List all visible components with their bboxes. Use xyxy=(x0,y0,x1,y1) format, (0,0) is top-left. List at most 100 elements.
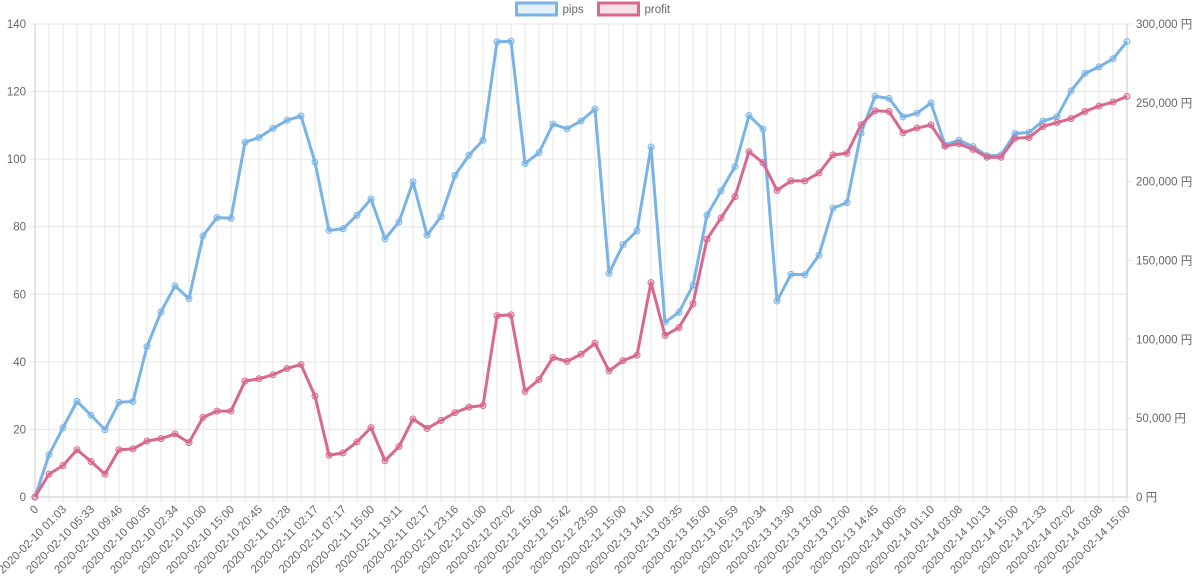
data-point-pips xyxy=(815,251,823,259)
data-point-profit xyxy=(549,353,557,361)
grid-lines xyxy=(30,23,1132,502)
data-point-profit xyxy=(241,377,249,385)
data-point-pips xyxy=(451,171,459,179)
data-point-profit xyxy=(115,446,123,454)
right-axis-tick-label: 200,000 円 xyxy=(1136,177,1192,189)
data-point-pips xyxy=(381,235,389,243)
data-point-profit xyxy=(563,357,571,365)
legend-label-profit[interactable]: profit xyxy=(645,4,671,16)
data-point-profit xyxy=(1109,98,1117,106)
data-point-pips xyxy=(549,120,557,128)
left-axis-tick-label: 80 xyxy=(13,222,26,234)
data-point-pips xyxy=(759,125,767,133)
data-point-profit xyxy=(423,424,431,432)
left-axis-tick-label: 40 xyxy=(13,357,26,369)
series-group xyxy=(31,37,1131,501)
data-point-profit xyxy=(73,446,81,454)
data-point-profit xyxy=(717,214,725,222)
data-point-pips xyxy=(409,178,417,186)
data-point-pips xyxy=(269,124,277,132)
data-point-profit xyxy=(157,435,165,443)
data-point-profit xyxy=(353,438,361,446)
series-line-profit xyxy=(33,95,1128,498)
data-point-pips xyxy=(871,92,879,100)
data-point-pips xyxy=(339,225,347,233)
data-point-pips xyxy=(535,149,543,157)
data-point-pips xyxy=(143,343,151,351)
data-point-pips xyxy=(59,424,67,432)
data-point-profit xyxy=(1025,134,1033,142)
right-axis-tick-label: 0 円 xyxy=(1136,492,1157,504)
data-point-profit xyxy=(913,124,921,132)
data-point-profit xyxy=(815,169,823,177)
right-axis-tick-label: 300,000 円 xyxy=(1136,19,1192,31)
right-axis-tick-label: 150,000 円 xyxy=(1136,256,1192,268)
data-point-profit xyxy=(129,445,137,453)
data-point-pips xyxy=(619,241,627,249)
left-axis-tick-label: 0 xyxy=(20,492,26,504)
data-point-pips xyxy=(745,112,753,120)
data-point-pips xyxy=(437,213,445,221)
legend-swatch-pips[interactable] xyxy=(515,1,558,17)
data-point-profit xyxy=(199,413,207,421)
data-point-pips xyxy=(731,163,739,171)
data-point-profit xyxy=(297,361,305,369)
data-point-profit xyxy=(1123,93,1131,101)
data-point-profit xyxy=(1011,134,1019,142)
data-point-profit xyxy=(339,449,347,457)
x-axis-tick-label: 0 xyxy=(28,504,41,517)
data-point-profit xyxy=(143,437,151,445)
data-point-profit xyxy=(465,403,473,411)
data-point-profit xyxy=(731,193,739,201)
data-point-pips xyxy=(885,94,893,102)
data-point-profit xyxy=(213,407,221,415)
data-point-profit xyxy=(745,148,753,156)
data-point-pips xyxy=(605,269,613,277)
data-point-pips xyxy=(591,105,599,113)
data-point-pips xyxy=(157,308,165,316)
data-point-pips xyxy=(843,199,851,207)
data-point-profit xyxy=(941,142,949,150)
data-point-profit xyxy=(885,108,893,116)
data-point-profit xyxy=(381,457,389,465)
left-axis-tick-label: 100 xyxy=(7,154,26,166)
data-point-profit xyxy=(101,470,109,478)
data-point-profit xyxy=(45,470,53,478)
data-point-pips xyxy=(647,143,655,151)
data-point-profit xyxy=(479,402,487,410)
data-point-pips xyxy=(563,125,571,133)
data-point-pips xyxy=(801,271,809,279)
data-point-profit xyxy=(451,409,459,417)
data-point-profit xyxy=(1095,102,1103,110)
data-point-profit xyxy=(829,151,837,159)
data-point-pips xyxy=(899,113,907,121)
data-point-profit xyxy=(675,324,683,332)
data-point-profit xyxy=(927,121,935,129)
data-point-pips xyxy=(1081,69,1089,77)
data-point-pips xyxy=(773,297,781,305)
legend-swatch-profit[interactable] xyxy=(597,1,640,17)
data-point-profit xyxy=(535,376,543,384)
data-point-pips xyxy=(493,38,501,46)
data-point-profit xyxy=(759,159,767,167)
data-point-pips xyxy=(325,226,333,234)
data-point-profit xyxy=(955,140,963,148)
data-point-profit xyxy=(871,107,879,115)
data-point-profit xyxy=(857,121,865,129)
data-point-profit xyxy=(661,331,669,339)
data-point-pips xyxy=(577,117,585,125)
data-point-profit xyxy=(255,375,263,383)
data-point-pips xyxy=(1053,113,1061,121)
data-point-profit xyxy=(787,177,795,185)
data-point-profit xyxy=(997,153,1005,161)
right-axis-tick-label: 100,000 円 xyxy=(1136,334,1192,346)
legend-label-pips[interactable]: pips xyxy=(563,4,584,16)
data-point-profit xyxy=(899,129,907,137)
data-point-pips xyxy=(45,451,53,459)
data-point-profit xyxy=(31,493,39,501)
data-point-profit xyxy=(171,430,179,438)
data-point-pips xyxy=(1123,38,1131,46)
data-point-profit xyxy=(605,367,613,375)
data-point-profit xyxy=(1053,119,1061,127)
data-point-profit xyxy=(1039,122,1047,130)
